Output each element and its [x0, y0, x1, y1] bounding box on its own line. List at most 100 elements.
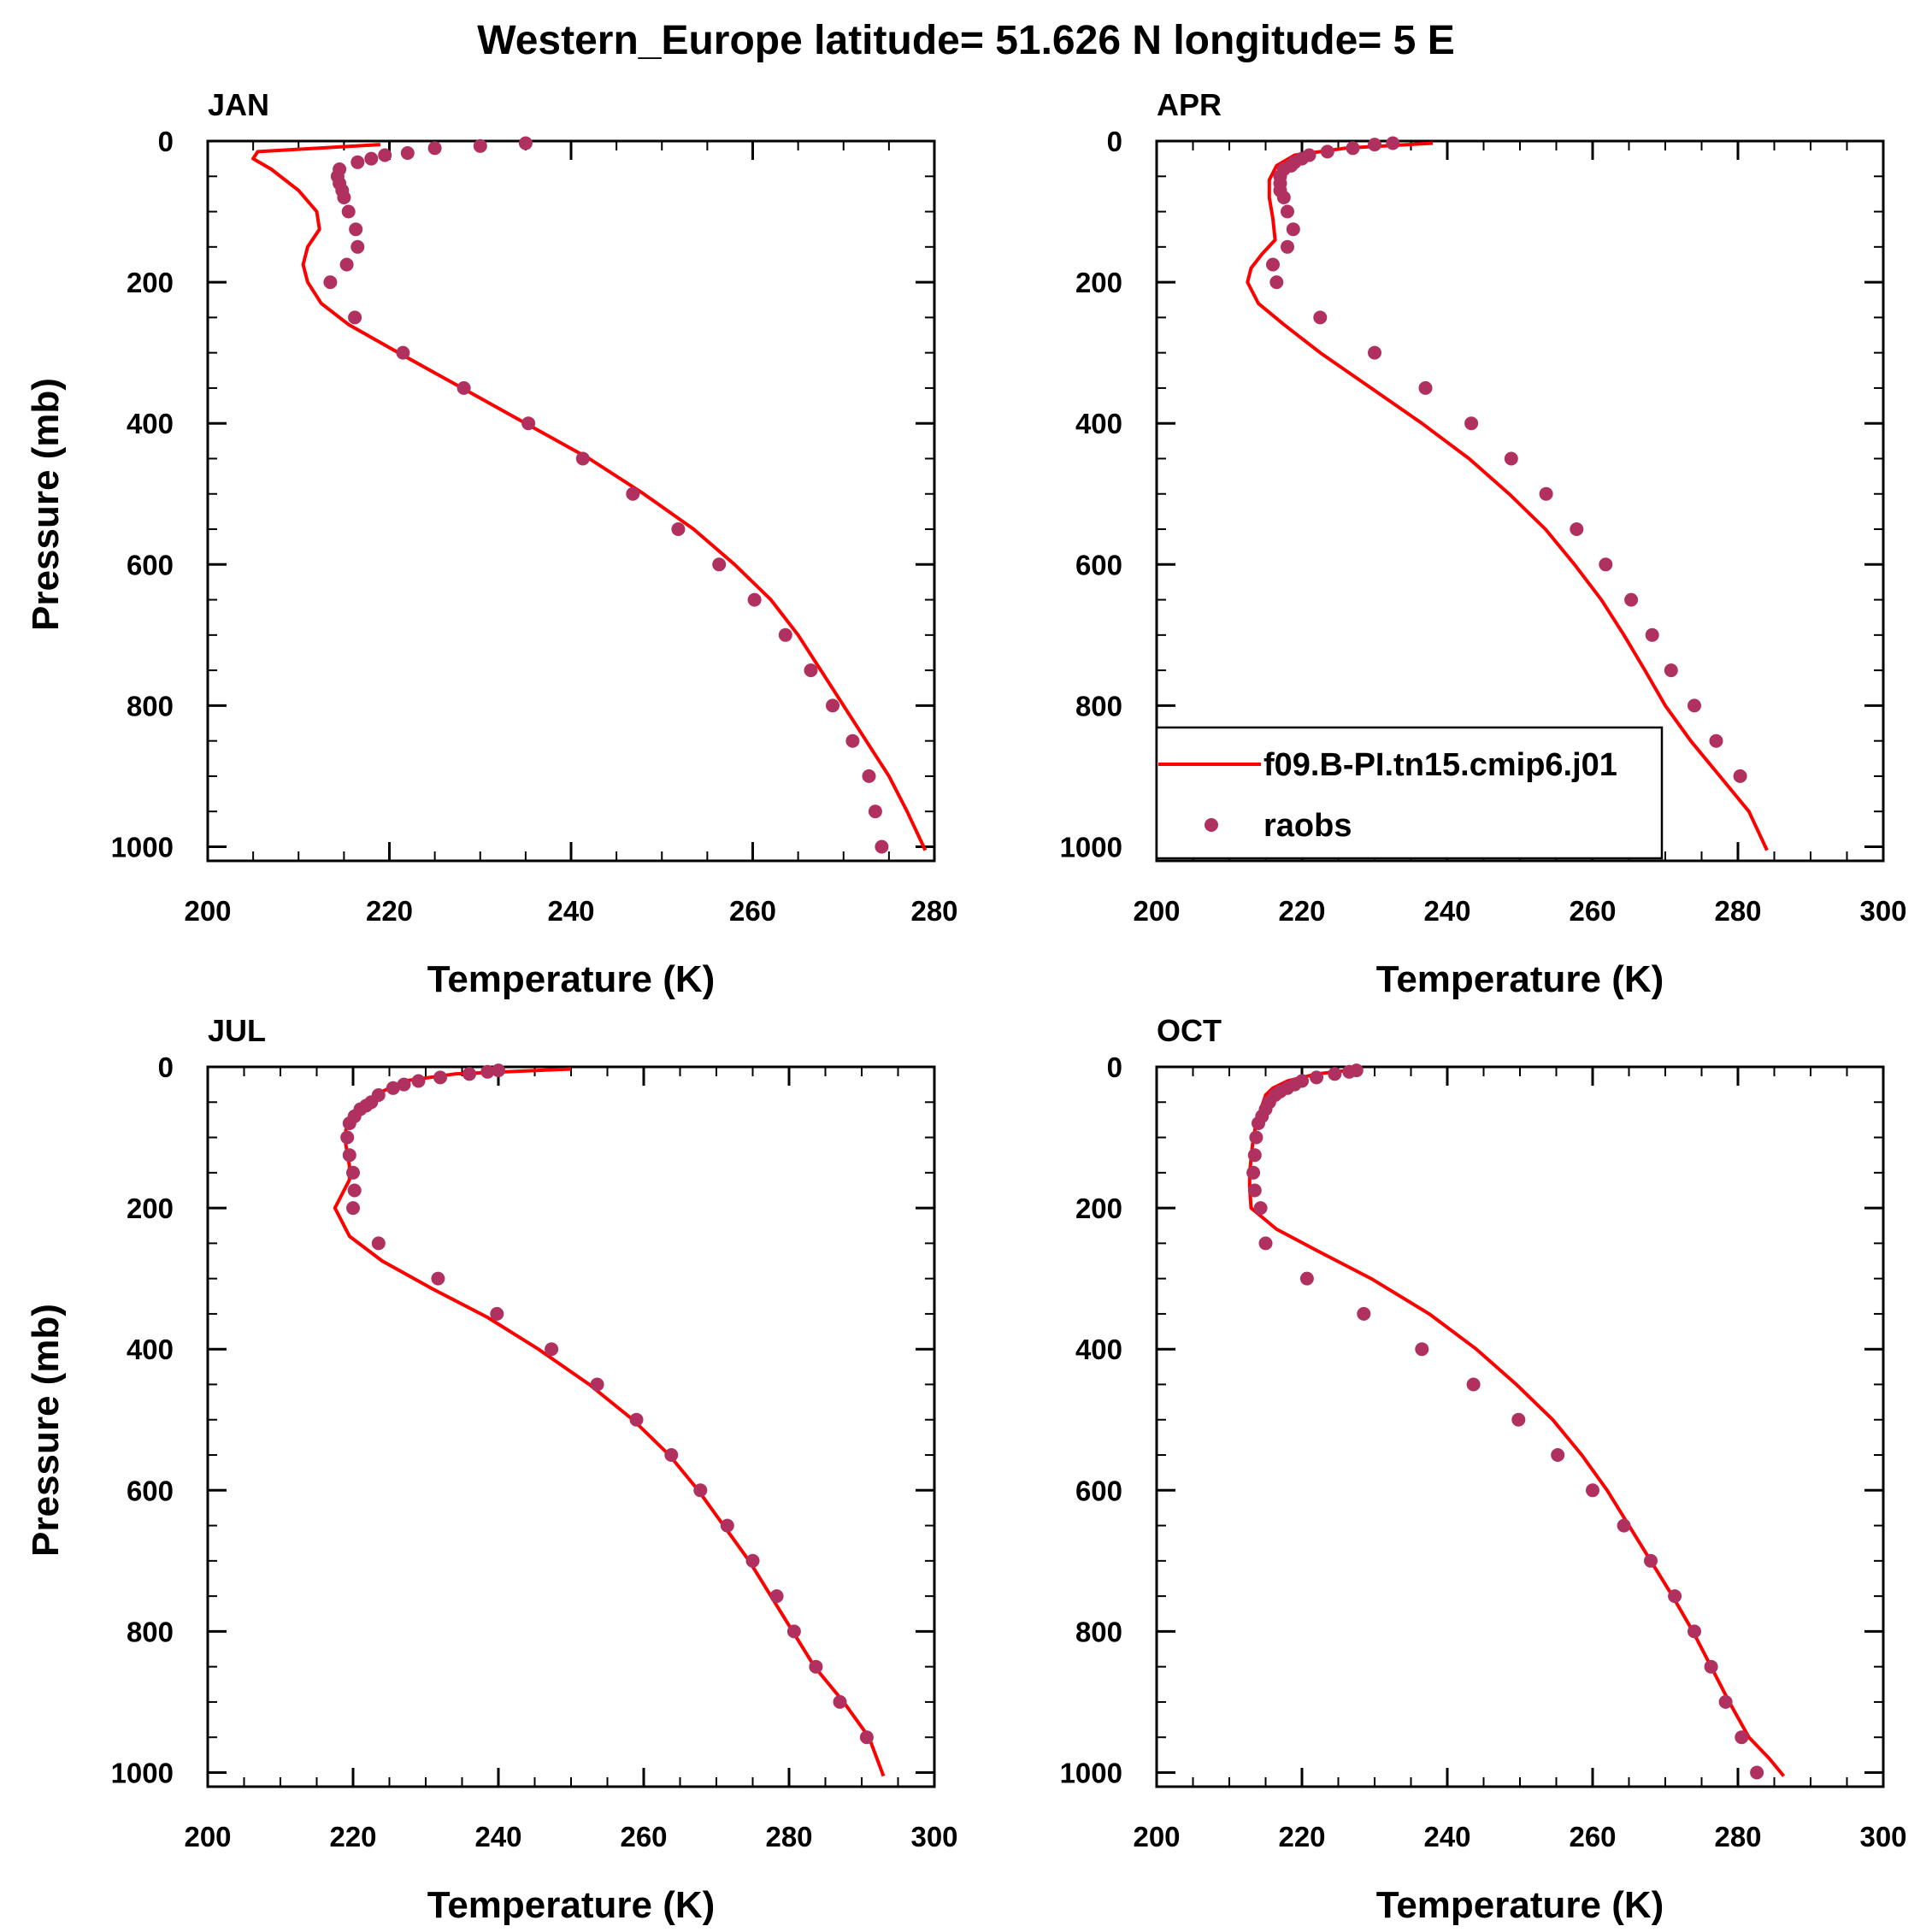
obs-point-jan: [804, 663, 818, 678]
obs-point-oct: [1718, 1694, 1733, 1709]
x-tick-label-jul: 220: [329, 1821, 376, 1852]
y-tick-label-jul: 0: [158, 1051, 174, 1083]
obs-point-jan: [868, 804, 882, 819]
obs-point-apr: [1709, 733, 1723, 748]
y-tick-label-apr: 600: [1075, 549, 1122, 580]
y-tick-label-oct: 800: [1075, 1616, 1122, 1647]
obs-point-apr: [1346, 141, 1360, 156]
obs-point-apr: [1570, 522, 1584, 536]
obs-point-jan: [626, 486, 640, 501]
obs-point-jul: [346, 1201, 360, 1216]
y-tick-label-jul: 800: [127, 1616, 174, 1647]
panel-apr: APR Temperature (K) 0 200 400 600 800 1000 200…: [1060, 87, 1907, 1000]
obs-point-jul: [590, 1377, 604, 1392]
obs-point-jan: [337, 191, 351, 204]
y-tick-label-apr: 400: [1075, 408, 1122, 439]
panel-oct: OCT Temperature (K) 0 200 400 600 800 1000 200…: [1060, 1013, 1907, 1926]
obs-point-oct: [1247, 1148, 1262, 1163]
obs-point-oct: [1357, 1306, 1371, 1321]
obs-point-apr: [1599, 557, 1613, 572]
obs-point-jan: [350, 239, 365, 254]
obs-point-jul: [371, 1236, 386, 1251]
obs-point-jul: [342, 1148, 356, 1163]
y-tick-label-apr: 800: [1075, 690, 1122, 722]
x-tick-label-jan: 200: [184, 895, 231, 927]
obs-point-apr: [1313, 310, 1328, 325]
x-tick-label-jul: 240: [474, 1821, 521, 1852]
y-tick-label-oct: 600: [1075, 1475, 1122, 1506]
y-axis-label-jan: Pressure (mb): [25, 378, 67, 631]
obs-point-apr: [1269, 275, 1284, 290]
y-tick-label-oct: 0: [1107, 1051, 1122, 1083]
obs-point-jul: [490, 1306, 504, 1321]
obs-point-jul: [720, 1518, 734, 1533]
obs-point-oct: [1258, 1236, 1273, 1251]
obs-point-jan: [350, 155, 365, 169]
obs-point-oct: [1342, 1064, 1357, 1079]
obs-point-oct: [1668, 1589, 1682, 1604]
obs-point-apr: [1504, 451, 1518, 466]
x-tick-label-oct: 240: [1423, 1821, 1470, 1852]
obs-point-apr: [1645, 627, 1659, 642]
y-tick-label-jan: 800: [127, 690, 174, 722]
obs-point-jan: [341, 204, 356, 219]
obs-point-apr: [1276, 191, 1291, 204]
obs-point-oct: [1735, 1730, 1749, 1745]
obs-point-jul: [411, 1074, 426, 1088]
obs-point-jan: [518, 136, 533, 150]
obs-point-oct: [1415, 1342, 1429, 1357]
x-axis-label-apr: Temperature (K): [1376, 958, 1664, 1000]
obs-point-jul: [809, 1659, 823, 1674]
legend-model-label: f09.B-PI.tn15.cmip6.j01: [1263, 747, 1617, 783]
x-tick-label-apr: 240: [1423, 895, 1470, 927]
obs-point-jan: [778, 627, 792, 642]
x-tick-label-jul: 200: [184, 1821, 231, 1852]
obs-point-oct: [1328, 1067, 1342, 1081]
figure-title: Western_Europe latitude= 51.626 N longit…: [477, 18, 1454, 63]
model-line-apr: [1246, 141, 1769, 851]
y-tick-label-apr: 0: [1107, 126, 1122, 157]
obs-point-apr: [1266, 257, 1280, 272]
obs-point-oct: [1253, 1201, 1268, 1216]
obs-point-oct: [1466, 1377, 1481, 1392]
obs-point-oct: [1688, 1624, 1701, 1639]
x-tick-label-jan: 240: [547, 895, 594, 927]
obs-point-apr: [1733, 769, 1747, 783]
obs-point-jul: [745, 1553, 760, 1568]
obs-point-jan: [862, 769, 876, 783]
obs-point-jan: [427, 141, 442, 156]
obs-point-oct: [1249, 1130, 1263, 1145]
obs-point-apr: [1418, 380, 1433, 395]
obs-point-jul: [629, 1412, 644, 1427]
obs-point-jul: [346, 1165, 360, 1180]
obs-point-apr: [1281, 239, 1294, 254]
obs-point-oct: [1511, 1412, 1526, 1427]
y-tick-label-jan: 600: [127, 549, 174, 580]
obs-point-jul: [480, 1064, 495, 1079]
y-tick-label-jul: 1000: [111, 1757, 174, 1788]
obs-point-jul: [340, 1130, 355, 1145]
obs-point-jul: [386, 1081, 400, 1095]
obs-point-jan: [378, 148, 392, 162]
obs-point-jan: [575, 451, 590, 466]
x-tick-label-oct: 300: [1859, 1821, 1906, 1852]
panel-label-oct: OCT: [1157, 1013, 1222, 1048]
obs-point-jul: [769, 1589, 784, 1604]
obs-point-jan: [349, 222, 363, 237]
obs-point-jan: [747, 592, 762, 607]
x-tick-label-oct: 280: [1714, 1821, 1761, 1852]
obs-point-oct: [1586, 1483, 1599, 1498]
y-tick-label-oct: 200: [1075, 1193, 1122, 1224]
legend-box: [1155, 726, 1664, 860]
y-tick-label-jan: 400: [127, 408, 174, 439]
obs-point-jul: [693, 1483, 708, 1498]
obs-point-jan: [364, 151, 379, 166]
obs-point-jan: [473, 138, 487, 153]
x-axis-label-jan: Temperature (K): [427, 958, 716, 1000]
x-tick-label-jul: 260: [620, 1821, 667, 1852]
obs-point-jul: [545, 1342, 559, 1357]
x-tick-label-jul: 300: [910, 1821, 957, 1852]
obs-point-jul: [347, 1183, 362, 1198]
panel-jan: JAN Pressure (mb) Temperature (K) 0 200 40…: [25, 87, 958, 1000]
x-tick-label-jan: 280: [910, 895, 957, 927]
